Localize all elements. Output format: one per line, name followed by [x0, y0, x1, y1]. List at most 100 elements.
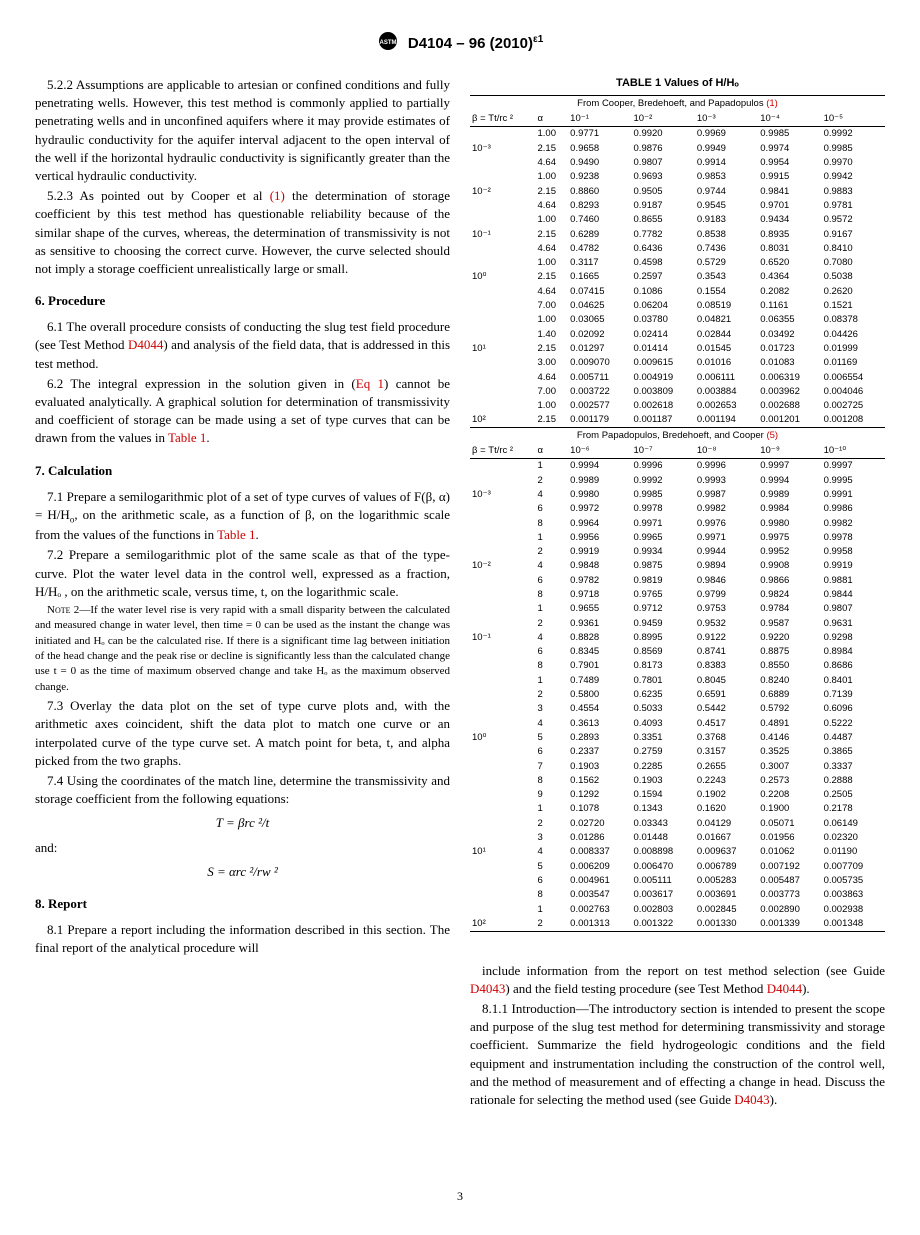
table-cell: 0.4093: [632, 716, 695, 730]
para-523: 5.2.3 As pointed out by Cooper et al (1)…: [35, 187, 450, 278]
table-cell: 0.2178: [822, 802, 885, 816]
table-cell: 0.9989: [758, 487, 821, 501]
table-cell: 0.9994: [568, 458, 631, 473]
table-cell: 10⁻²: [470, 184, 535, 198]
ref-d4043[interactable]: D4043: [470, 981, 505, 996]
ref-table1-b[interactable]: Table 1: [217, 527, 255, 542]
table-cell: 0.9183: [695, 213, 758, 227]
ref-d4044[interactable]: D4044: [128, 337, 163, 352]
table-cell: 8: [535, 587, 568, 601]
table-cell: 0.9908: [758, 559, 821, 573]
table-cell: 4.64: [535, 156, 568, 170]
table-cell: 1.00: [535, 313, 568, 327]
table-cell: 2: [535, 816, 568, 830]
table-cell: 0.001187: [632, 413, 695, 428]
table-ref[interactable]: (5): [766, 430, 778, 441]
table-cell: 0.9989: [568, 473, 631, 487]
ref-table1[interactable]: Table 1: [168, 430, 206, 445]
table-cell: 0.003884: [695, 384, 758, 398]
table-cell: 0.8538: [695, 227, 758, 241]
section-6: 6. Procedure: [35, 292, 450, 310]
section-7: 7. Calculation: [35, 462, 450, 480]
table-cell: 0.007192: [758, 859, 821, 873]
table-cell: [470, 170, 535, 184]
ref-eq1[interactable]: Eq 1: [356, 376, 384, 391]
table-cell: 0.6436: [632, 241, 695, 255]
table-cell: 0.9980: [758, 516, 821, 530]
table-cell: 10⁻¹: [470, 630, 535, 644]
table-cell: 2.15: [535, 227, 568, 241]
table-cell: [470, 473, 535, 487]
table-cell: 2.15: [535, 184, 568, 198]
table-cell: 0.003547: [568, 888, 631, 902]
table-cell: 0.9505: [632, 184, 695, 198]
table-cell: 4: [535, 559, 568, 573]
table-cell: 0.2285: [632, 759, 695, 773]
table-cell: 0.5792: [758, 702, 821, 716]
table-cell: 10⁻⁴: [758, 112, 821, 127]
table-cell: 0.9914: [695, 156, 758, 170]
table-cell: 0.9718: [568, 587, 631, 601]
table-cell: 6: [535, 745, 568, 759]
table-cell: 0.001330: [695, 916, 758, 931]
table-cell: 10²: [470, 916, 535, 931]
table-cell: 0.005711: [568, 370, 631, 384]
table-cell: 0.001179: [568, 413, 631, 428]
table-cell: 0.5800: [568, 688, 631, 702]
table-cell: 10⁻⁵: [822, 112, 885, 127]
table-cell: 0.9956: [568, 530, 631, 544]
table-cell: 1.00: [535, 213, 568, 227]
table-cell: 10⁻¹: [568, 112, 631, 127]
table-cell: 1.00: [535, 256, 568, 270]
table-cell: 0.7901: [568, 659, 631, 673]
table-cell: 0.9958: [822, 545, 885, 559]
table-cell: 7.00: [535, 299, 568, 313]
table-cell: 0.1620: [695, 802, 758, 816]
table-cell: 0.01297: [568, 341, 631, 355]
section-8: 8. Report: [35, 895, 450, 913]
table-cell: 0.8383: [695, 659, 758, 673]
table-cell: 0.07415: [568, 284, 631, 298]
table-cell: [470, 458, 535, 473]
table-cell: 0.01286: [568, 831, 631, 845]
table-cell: [470, 688, 535, 702]
table-cell: 0.3525: [758, 745, 821, 759]
para-73: 7.3 Overlay the data plot on the set of …: [35, 697, 450, 770]
table-cell: 0.003691: [695, 888, 758, 902]
table-cell: 0.2505: [822, 788, 885, 802]
table-cell: 0.2337: [568, 745, 631, 759]
table-cell: 10⁻⁶: [568, 444, 631, 459]
table-cell: 2.15: [535, 341, 568, 355]
ref-d4044-b[interactable]: D4044: [767, 981, 802, 996]
table-cell: [470, 602, 535, 616]
table-cell: [470, 530, 535, 544]
table-cell: 0.9844: [822, 587, 885, 601]
table-cell: 0.2759: [632, 745, 695, 759]
table-cell: 0.001348: [822, 916, 885, 931]
table-cell: 0.001194: [695, 413, 758, 428]
table-cell: [470, 702, 535, 716]
table-cell: 0.9920: [632, 126, 695, 141]
table-cell: 0.9919: [822, 559, 885, 573]
content-columns: 5.2.2 Assumptions are applicable to arte…: [35, 76, 885, 1176]
table-cell: 0.9361: [568, 616, 631, 630]
table-cell: 0.9996: [695, 458, 758, 473]
table-cell: 0.1903: [568, 759, 631, 773]
para-72: 7.2 Prepare a semilogarithmic plot of th…: [35, 546, 450, 601]
table-cell: 2: [535, 916, 568, 931]
table-cell: 0.8401: [822, 673, 885, 687]
table-cell: 0.003722: [568, 384, 631, 398]
table-cell: 10⁻⁹: [758, 444, 821, 459]
table-ref[interactable]: (1): [766, 98, 778, 109]
table-cell: 9: [535, 788, 568, 802]
table-cell: 0.9978: [822, 530, 885, 544]
ref-1[interactable]: (1): [270, 188, 285, 203]
table-cell: 0.01667: [695, 831, 758, 845]
table-cell: 6: [535, 502, 568, 516]
table-cell: 0.1292: [568, 788, 631, 802]
table-cell: 0.06204: [632, 299, 695, 313]
table-cell: 2: [535, 473, 568, 487]
table-cell: α: [535, 112, 568, 127]
ref-d4043-b[interactable]: D4043: [734, 1092, 769, 1107]
table-cell: 0.02092: [568, 327, 631, 341]
